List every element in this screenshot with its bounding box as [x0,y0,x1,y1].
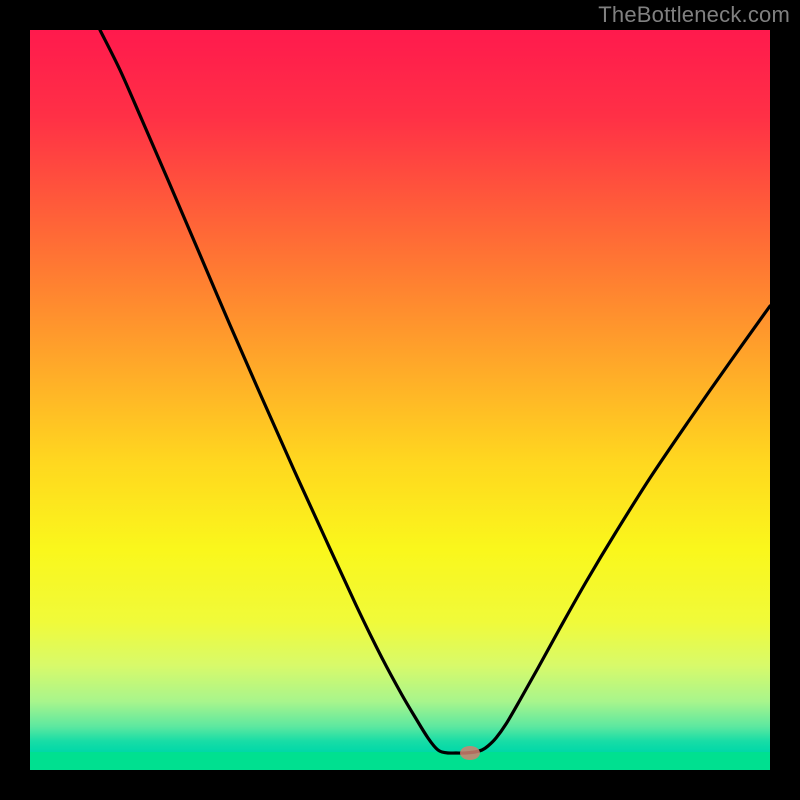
bottleneck-curve [100,30,770,753]
plot-area [30,30,770,770]
chart-frame [30,30,770,770]
watermark-text: TheBottleneck.com [598,2,790,28]
curve-layer [30,30,770,770]
minimum-marker [460,746,480,760]
